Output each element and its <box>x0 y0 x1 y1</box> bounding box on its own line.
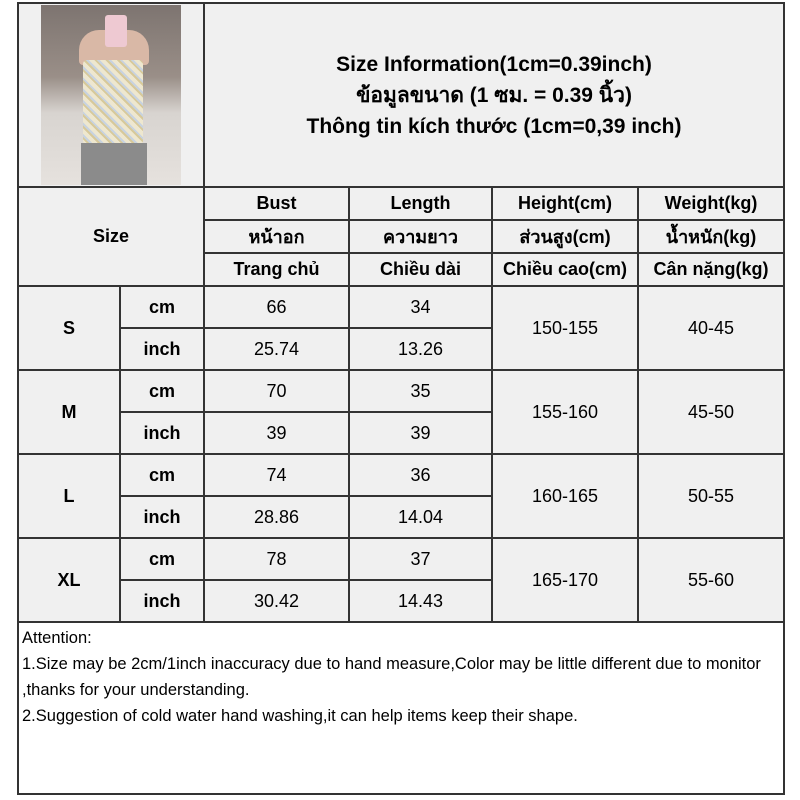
bust-inch: 28.86 <box>203 495 350 539</box>
length-inch: 39 <box>348 411 493 455</box>
bust-cm: 78 <box>203 537 350 581</box>
col-height-vi: Chiều cao(cm) <box>491 252 639 287</box>
col-bust-th: หน้าอก <box>203 219 350 254</box>
product-photo-cell <box>17 2 205 188</box>
size-label: S <box>17 285 121 371</box>
length-cm: 34 <box>348 285 493 329</box>
unit-label: cm <box>119 453 205 497</box>
size-header: Size <box>17 186 205 287</box>
table-row: S cm 66 34 150-155 40-45 <box>17 285 786 371</box>
table-row: inch 39 39 <box>18 411 784 455</box>
unit-label: inch <box>119 495 205 539</box>
col-height-en: Height(cm) <box>491 186 639 221</box>
length-inch: 13.26 <box>348 327 493 371</box>
weight-range: 40-45 <box>636 285 786 371</box>
title-th: ข้อมูลขนาด (1 ซม. = 0.39 นิ้ว) <box>356 83 632 107</box>
col-length-th: ความยาว <box>348 219 493 254</box>
table-row: inch 30.42 14.43 <box>18 579 784 623</box>
table-row: inch 28.86 14.04 <box>18 495 784 539</box>
table-row: M cm 70 35 155-160 45-50 <box>17 369 786 455</box>
col-length-vi: Chiều dài <box>348 252 493 287</box>
table-row: XL cm 78 37 165-170 55-60 <box>17 537 786 623</box>
height-range: 160-165 <box>491 453 639 539</box>
bust-inch: 39 <box>203 411 350 455</box>
col-weight-en: Weight(kg) <box>636 186 786 221</box>
table-row: inch 25.74 13.26 <box>18 327 784 371</box>
unit-label: cm <box>119 537 205 581</box>
height-range: 165-170 <box>491 537 639 623</box>
weight-range: 45-50 <box>636 369 786 455</box>
unit-label: inch <box>119 579 205 623</box>
size-label: L <box>17 453 121 539</box>
title-cell: Size Information(1cm=0.39inch) ข้อมูลขนา… <box>202 2 786 188</box>
product-photo <box>41 5 181 185</box>
length-inch: 14.04 <box>348 495 493 539</box>
attention-line-1: 1.Size may be 2cm/1inch inaccuracy due t… <box>22 655 761 699</box>
table-row: L cm 74 36 160-165 50-55 <box>17 453 786 539</box>
length-inch: 14.43 <box>348 579 493 623</box>
unit-label: inch <box>119 327 205 371</box>
length-cm: 37 <box>348 537 493 581</box>
bust-cm: 66 <box>203 285 350 329</box>
col-height-th: ส่วนสูง(cm) <box>491 219 639 254</box>
col-bust-en: Bust <box>203 186 350 221</box>
col-bust-vi: Trang chủ <box>203 252 350 287</box>
size-chart-table: Size Information(1cm=0.39inch) ข้อมูลขนา… <box>16 2 786 795</box>
weight-range: 55-60 <box>636 537 786 623</box>
length-cm: 35 <box>348 369 493 413</box>
col-weight-th: น้ำหนัก(kg) <box>636 219 786 254</box>
unit-label: inch <box>119 411 205 455</box>
length-cm: 36 <box>348 453 493 497</box>
height-range: 150-155 <box>491 285 639 371</box>
title-vi: Thông tin kích thước (1cm=0,39 inch) <box>306 114 682 138</box>
attention-note: Attention: 1.Size may be 2cm/1inch inacc… <box>16 621 786 795</box>
col-length-en: Length <box>348 186 493 221</box>
bust-inch: 25.74 <box>203 327 350 371</box>
attention-line-2: 2.Suggestion of cold water hand washing,… <box>22 707 578 725</box>
attention-heading: Attention: <box>22 629 92 647</box>
unit-label: cm <box>119 369 205 413</box>
bust-cm: 70 <box>203 369 350 413</box>
size-label: XL <box>17 537 121 623</box>
unit-label: cm <box>119 285 205 329</box>
bust-inch: 30.42 <box>203 579 350 623</box>
title-en: Size Information(1cm=0.39inch) <box>336 52 652 76</box>
height-range: 155-160 <box>491 369 639 455</box>
size-label: M <box>17 369 121 455</box>
col-weight-vi: Cân nặng(kg) <box>636 252 786 287</box>
bust-cm: 74 <box>203 453 350 497</box>
weight-range: 50-55 <box>636 453 786 539</box>
